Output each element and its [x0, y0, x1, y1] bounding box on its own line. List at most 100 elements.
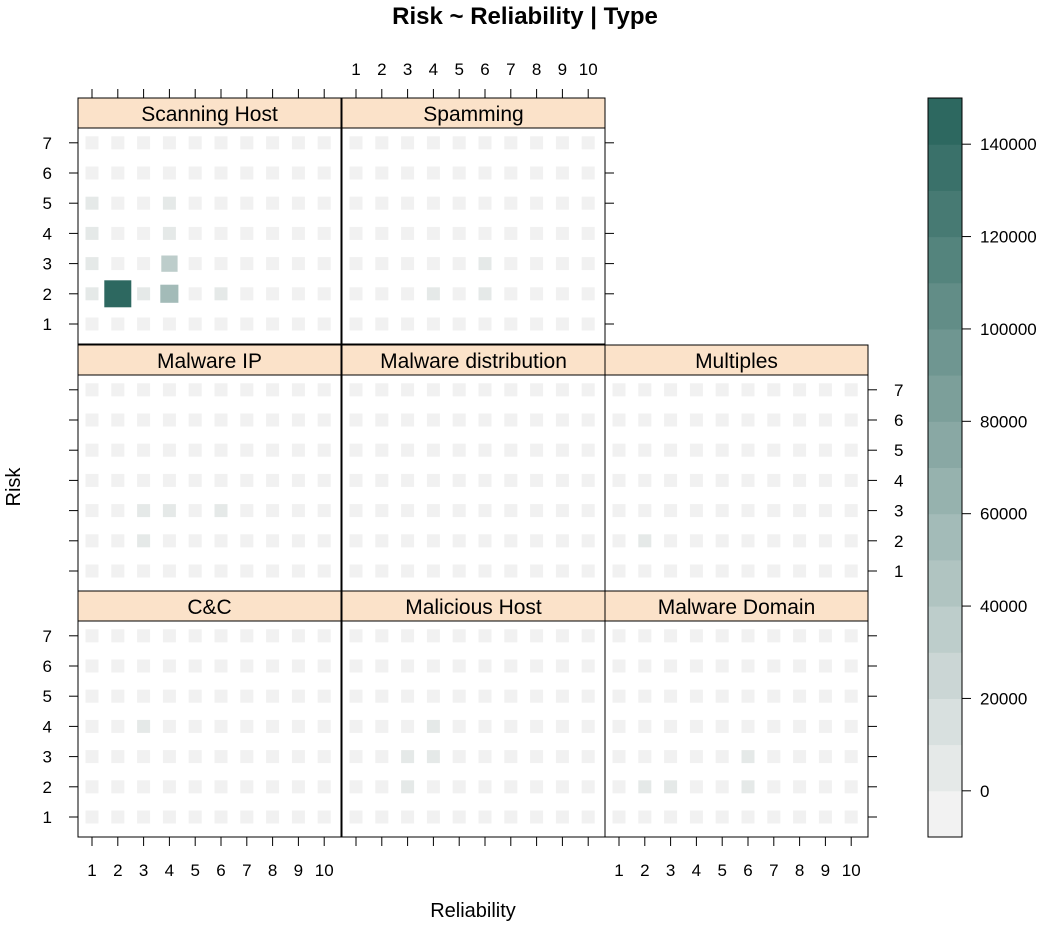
- heatmap-cell: [581, 659, 595, 673]
- heatmap-cell: [426, 780, 440, 794]
- heatmap-cell: [426, 473, 440, 487]
- heatmap-cell: [401, 780, 415, 794]
- heatmap-cell: [818, 719, 832, 733]
- heatmap-cell: [85, 689, 99, 703]
- heatmap-cell: [375, 719, 389, 733]
- heatmap-cell: [504, 166, 518, 180]
- heatmap-cell: [401, 659, 415, 673]
- heatmap-cell: [85, 564, 99, 578]
- heatmap-cell: [612, 629, 626, 643]
- heatmap-cell: [741, 504, 755, 518]
- heatmap-cell: [162, 196, 176, 210]
- heatmap-cell: [214, 750, 228, 764]
- heatmap-cell: [689, 443, 703, 457]
- heatmap-cell: [664, 629, 678, 643]
- heatmap-cell: [793, 659, 807, 673]
- y-tick-label: 7: [43, 134, 52, 153]
- heatmap-cell: [612, 810, 626, 824]
- heatmap-cell: [162, 166, 176, 180]
- heatmap-cell: [767, 750, 781, 764]
- heatmap-cell: [291, 629, 305, 643]
- heatmap-cell: [85, 287, 99, 301]
- heatmap-cell: [375, 780, 389, 794]
- heatmap-cell: [504, 504, 518, 518]
- heatmap-cell: [818, 780, 832, 794]
- heatmap-cell: [266, 257, 280, 271]
- heatmap-cell: [317, 287, 331, 301]
- heatmap-cell: [111, 689, 125, 703]
- y-tick-label: 1: [43, 315, 52, 334]
- heatmap-cell: [214, 317, 228, 331]
- colorbar-tick-label: 100000: [980, 320, 1037, 339]
- heatmap-cell: [844, 473, 858, 487]
- heatmap-cell: [317, 136, 331, 150]
- heatmap-cell: [188, 780, 202, 794]
- heatmap-cell: [767, 383, 781, 397]
- heatmap-cell: [555, 287, 569, 301]
- heatmap-cell: [188, 317, 202, 331]
- x-tick-label: 2: [113, 861, 122, 880]
- y-tick-label: 3: [894, 502, 903, 521]
- heatmap-cell: [266, 443, 280, 457]
- heatmap-cell: [844, 564, 858, 578]
- heatmap-cell: [214, 196, 228, 210]
- heatmap-cell: [317, 564, 331, 578]
- heatmap-cell: [504, 196, 518, 210]
- heatmap-cell: [478, 534, 492, 548]
- heatmap-cell: [581, 689, 595, 703]
- colorbar-band: [928, 421, 962, 468]
- heatmap-cell: [741, 534, 755, 548]
- heatmap-cell: [137, 287, 151, 301]
- heatmap-cell: [767, 689, 781, 703]
- heatmap-cell: [85, 383, 99, 397]
- heatmap-cell: [452, 136, 466, 150]
- heatmap-cell: [689, 780, 703, 794]
- heatmap-cell: [291, 780, 305, 794]
- heatmap-cell: [137, 317, 151, 331]
- heatmap-cell: [291, 287, 305, 301]
- heatmap-cell: [530, 719, 544, 733]
- heatmap-cell: [793, 564, 807, 578]
- heatmap-cell: [291, 196, 305, 210]
- heatmap-cell: [349, 257, 363, 271]
- heatmap-cell: [452, 317, 466, 331]
- heatmap-cell: [741, 719, 755, 733]
- heatmap-cell: [689, 564, 703, 578]
- heatmap-cell: [266, 383, 280, 397]
- colorbar-tick-label: 120000: [980, 228, 1037, 247]
- heatmap-cell: [85, 534, 99, 548]
- heatmap-cell: [401, 257, 415, 271]
- heatmap-cell: [555, 413, 569, 427]
- heatmap-cell: [375, 504, 389, 518]
- panels-group: Scanning Host Spamming Malware IP Malware d…: [43, 60, 904, 880]
- heatmap-cell: [638, 810, 652, 824]
- heatmap-cell: [689, 413, 703, 427]
- heatmap-cell: [188, 719, 202, 733]
- heatmap-cell: [452, 226, 466, 240]
- heatmap-cell: [452, 659, 466, 673]
- heatmap-cell: [214, 136, 228, 150]
- heatmap-cell: [844, 780, 858, 794]
- heatmap-cell: [612, 534, 626, 548]
- heatmap-cell: [111, 413, 125, 427]
- heatmap-cell: [504, 257, 518, 271]
- heatmap-cell: [349, 689, 363, 703]
- heatmap-cell: [291, 473, 305, 487]
- heatmap-cell: [291, 136, 305, 150]
- heatmap-cell: [317, 629, 331, 643]
- heatmap-cell: [401, 810, 415, 824]
- heatmap-cell: [426, 166, 440, 180]
- heatmap-cell: [555, 473, 569, 487]
- heatmap-cell: [504, 629, 518, 643]
- heatmap-cell: [555, 564, 569, 578]
- heatmap-cell: [793, 719, 807, 733]
- heatmap-cell: [715, 810, 729, 824]
- heatmap-cell: [349, 226, 363, 240]
- heatmap-cell: [188, 473, 202, 487]
- heatmap-cell: [214, 166, 228, 180]
- x-tick-label: 10: [579, 60, 598, 79]
- heatmap-cell: [581, 226, 595, 240]
- heatmap-cell: [214, 504, 228, 518]
- panel: Spamming: [341, 97, 606, 345]
- heatmap-cell: [452, 196, 466, 210]
